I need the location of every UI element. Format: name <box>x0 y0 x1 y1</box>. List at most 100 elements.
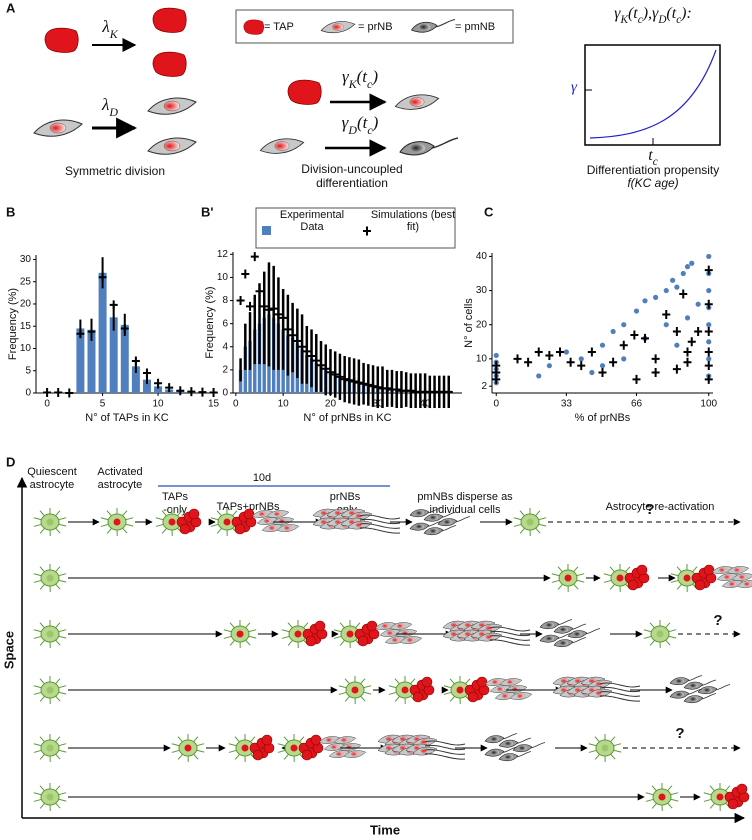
prnb-nucleus <box>264 518 272 524</box>
sim-marker <box>340 374 349 384</box>
legend-text: Simulations (best fit) <box>370 209 456 233</box>
sim-marker <box>694 327 703 337</box>
prnb-cell <box>343 750 367 758</box>
prnb-cell <box>389 622 413 630</box>
sim-marker <box>326 367 335 377</box>
sim-marker <box>198 387 207 397</box>
sim-marker <box>704 265 713 275</box>
pmnb-tail <box>516 751 532 758</box>
x-tick-label: 33 <box>561 399 573 410</box>
stage-label: -only <box>163 504 187 516</box>
bar <box>87 329 96 393</box>
stage-label: Astrocyte re-activation <box>606 501 715 513</box>
x-tick-label: 100 <box>700 399 717 410</box>
tap-cell <box>301 749 313 761</box>
math-label: λK <box>101 17 118 41</box>
pmnb-tail <box>557 619 573 626</box>
pmnb-tail <box>441 525 457 532</box>
pmnb-tail <box>715 684 731 691</box>
legend-text-box: Experimental Data <box>280 209 344 233</box>
pmnb-tail <box>701 679 717 686</box>
math-part: (t <box>666 5 676 22</box>
legend-box <box>235 9 514 44</box>
sim-marker <box>154 378 163 388</box>
point <box>689 260 695 266</box>
prnb-nucleus <box>355 522 365 528</box>
math-part: c <box>653 156 658 168</box>
sim-marker <box>176 386 185 396</box>
propensity-curve <box>589 49 717 139</box>
pmnb-tail <box>571 623 587 630</box>
math-part: ): <box>680 5 692 22</box>
prnb-cell <box>377 734 403 744</box>
sim-marker <box>534 347 543 357</box>
astro-nucleus <box>401 686 409 694</box>
sim-marker <box>704 374 713 384</box>
astro-nucleus <box>236 630 244 638</box>
pmnb-cell <box>669 688 703 699</box>
pmnb-tail <box>489 635 531 641</box>
pmnb-nucleus <box>560 627 568 632</box>
prnb-nucleus <box>517 693 525 699</box>
tap-cell <box>694 579 706 591</box>
sim-marker <box>704 347 713 357</box>
stage-label: astrocyte <box>30 479 75 491</box>
astro-nucleus <box>46 518 54 526</box>
prnb-cell <box>33 119 83 137</box>
sim-marker <box>632 374 641 384</box>
y-axis-label: Frequency (%) <box>204 286 216 358</box>
prnb-cell <box>731 573 752 581</box>
sim-marker <box>354 378 363 388</box>
pmnb-tail <box>455 516 471 523</box>
y-tick-label: 5 <box>25 365 31 376</box>
pmnb-nucleus <box>546 636 554 641</box>
y-tick-label: 4 <box>222 341 228 352</box>
sim-marker <box>364 380 373 390</box>
sim-marker <box>274 309 283 319</box>
tap-cell <box>727 798 739 810</box>
stage-label: prNBs <box>330 491 361 503</box>
point <box>670 277 676 283</box>
astrocyte <box>171 733 205 763</box>
pmnb-cell <box>553 623 587 634</box>
prnb-cell <box>271 517 295 525</box>
point <box>621 356 627 362</box>
prnb-nucleus <box>497 686 505 692</box>
sim-marker <box>264 305 273 315</box>
tap-cell <box>243 508 255 520</box>
prnb-nucleus <box>744 581 752 587</box>
point <box>546 363 552 369</box>
prnb-nucleus <box>397 623 405 629</box>
sim-marker <box>577 361 586 371</box>
math-label: λD <box>101 95 118 119</box>
stage-label: Activated <box>97 466 142 478</box>
sim-marker <box>269 304 278 314</box>
y-axis-label: N° of cells <box>463 298 475 348</box>
astrocyte <box>33 675 67 705</box>
astro-nucleus <box>564 574 572 582</box>
sim-marker <box>641 333 649 343</box>
sim-marker <box>54 388 63 398</box>
y-tick-label: 30 <box>20 254 32 265</box>
legend-marker <box>363 226 371 236</box>
x-axis-label: N° of prNBs in KC <box>303 412 391 424</box>
prnb-cell <box>340 508 366 518</box>
math-label: tc <box>648 147 657 168</box>
math-part: K <box>348 77 358 91</box>
sim-marker <box>279 313 288 323</box>
tap-cell <box>243 19 264 35</box>
math-part: (t <box>357 113 369 132</box>
question-mark: ? <box>675 725 684 742</box>
prnb-cell <box>259 138 305 154</box>
sim-marker <box>43 388 52 398</box>
astrocyte <box>33 619 67 649</box>
sim-marker <box>687 337 696 347</box>
math-part: c <box>638 14 643 26</box>
pmnb-tail <box>599 691 641 697</box>
sim-marker <box>630 330 639 340</box>
point <box>674 342 680 348</box>
prnb-nucleus <box>49 122 67 134</box>
x-tick-label: 5 <box>100 399 106 410</box>
tap-cell <box>412 691 424 703</box>
y-tick-label: 2 <box>222 365 228 376</box>
